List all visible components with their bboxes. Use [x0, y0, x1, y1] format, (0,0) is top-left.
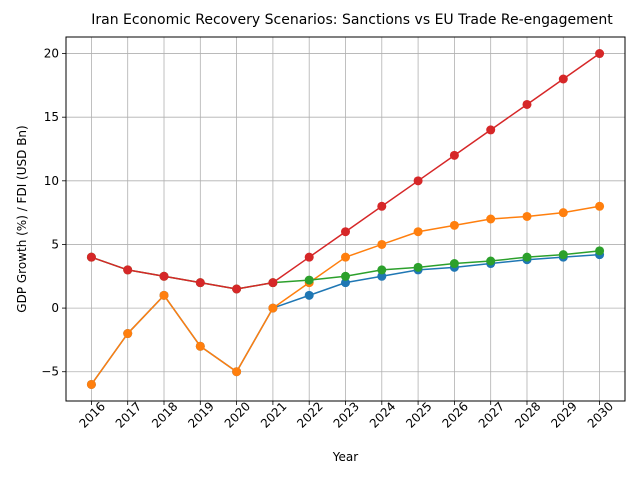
data-point	[232, 284, 242, 294]
x-tick-label: 2021	[258, 399, 289, 430]
data-point	[268, 278, 278, 288]
x-tick-label: 2019	[185, 399, 216, 430]
data-point	[449, 220, 459, 230]
data-point	[159, 290, 169, 300]
data-point	[304, 290, 314, 300]
x-tick-label: 2026	[439, 399, 470, 430]
data-point	[159, 271, 169, 281]
x-axis-label: Year	[332, 450, 358, 464]
y-tick-label: 5	[51, 237, 59, 251]
data-point	[413, 227, 423, 237]
data-point	[304, 275, 314, 285]
data-point	[558, 74, 568, 84]
data-point	[413, 262, 423, 272]
y-axis-label: GDP Growth (%) / FDI (USD Bn)	[15, 125, 29, 312]
data-point	[341, 227, 350, 237]
data-point	[377, 271, 387, 281]
y-tick-label: 0	[51, 301, 59, 315]
data-point	[86, 379, 96, 389]
x-tick-label: 2020	[222, 399, 253, 430]
data-point	[413, 176, 423, 186]
grid	[66, 37, 625, 401]
x-tick-label: 2028	[512, 399, 543, 430]
y-tick-label: 15	[44, 110, 59, 124]
data-point	[558, 208, 568, 218]
data-point	[123, 329, 133, 339]
data-point	[268, 303, 278, 313]
series-2	[86, 201, 605, 389]
data-point	[486, 214, 496, 224]
data-point	[486, 125, 496, 135]
data-point	[449, 150, 459, 160]
x-tick-label: 2025	[403, 399, 434, 430]
data-point	[341, 252, 350, 262]
x-tick-label: 2024	[367, 399, 398, 430]
x-tick-label: 2017	[113, 399, 144, 430]
data-point	[341, 271, 350, 281]
x-tick-label: 2029	[548, 399, 579, 430]
y-tick-label: −5	[41, 365, 59, 379]
data-point	[595, 246, 605, 256]
data-point	[595, 49, 605, 59]
data-point	[486, 256, 496, 266]
data-point	[377, 239, 387, 249]
y-tick-label: 10	[44, 174, 59, 188]
data-point	[123, 265, 133, 275]
series-4	[86, 49, 605, 294]
x-tick-label: 2027	[476, 399, 507, 430]
data-point	[377, 201, 387, 211]
data-point	[377, 265, 387, 275]
data-point	[449, 259, 459, 269]
data-point	[522, 211, 532, 221]
data-point	[232, 367, 242, 377]
data-point	[522, 252, 532, 262]
x-tick-label: 2030	[585, 399, 616, 430]
data-point	[558, 250, 568, 260]
x-tick-label: 2018	[149, 399, 180, 430]
series-layer	[86, 49, 605, 389]
x-tick-label: 2022	[294, 399, 325, 430]
data-point	[195, 278, 205, 288]
data-point	[86, 252, 96, 262]
chart-title: Iran Economic Recovery Scenarios: Sancti…	[91, 12, 613, 28]
y-tick-label: 20	[44, 47, 59, 61]
data-point	[522, 99, 532, 109]
x-tick-label: 2016	[76, 399, 107, 430]
data-point	[595, 201, 605, 211]
x-tick-label: 2023	[331, 399, 362, 430]
data-point	[195, 341, 205, 351]
data-point	[304, 252, 314, 262]
data-point	[341, 278, 350, 288]
